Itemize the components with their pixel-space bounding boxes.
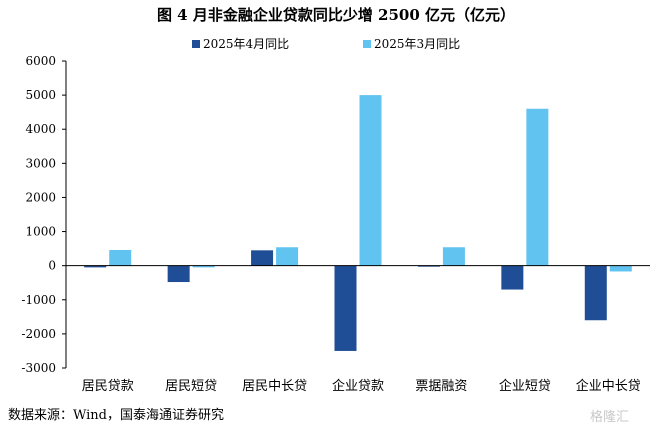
x-category-label: 企业贷款 — [332, 378, 384, 394]
bar-mar-2 — [276, 247, 299, 266]
y-tick-label: -2000 — [21, 327, 56, 341]
legend: 2025年4月同比 2025年3月同比 — [192, 37, 460, 51]
legend-label: 2025年4月同比 — [203, 37, 289, 51]
bar-mar-1 — [192, 265, 215, 268]
y-tick-label: 3000 — [25, 156, 56, 170]
bar-apr-4 — [417, 265, 440, 267]
x-category-label: 居民中长贷 — [242, 379, 307, 394]
watermark-logo: 格隆汇 — [590, 410, 630, 425]
y-tick-label: 0 — [48, 259, 56, 273]
bar-apr-2 — [251, 250, 274, 266]
y-tick-label: -3000 — [21, 361, 56, 375]
bar-mar-3 — [359, 95, 382, 266]
x-category-label: 企业中长贷 — [576, 378, 641, 394]
chart-title: 图 4 月非金融企业贷款同比少增 2500 亿元（亿元） — [156, 6, 516, 24]
legend-swatch — [363, 40, 371, 48]
x-category-label: 企业短贷 — [499, 378, 551, 394]
bar-apr-6 — [584, 265, 607, 321]
y-axis: -3000 -2000 -1000 0 1000 2000 3000 4000 5000 6000 — [21, 54, 67, 375]
bar-mar-6 — [609, 265, 632, 272]
bar-apr-5 — [501, 265, 524, 290]
x-axis: 居民贷款 居民短贷 居民中长贷 企业贷款 票据融资 企业短贷 企业中长贷 — [66, 265, 650, 394]
bar-apr-1 — [167, 265, 190, 283]
y-tick-label: 1000 — [25, 225, 56, 239]
bar-apr-0 — [84, 265, 107, 268]
source-note: 数据来源：Wind，国泰海通证券研究 — [8, 408, 224, 423]
bar-mar-0 — [109, 249, 132, 266]
y-tick-label: -1000 — [21, 293, 56, 307]
legend-label: 2025年3月同比 — [374, 37, 460, 51]
bar-mar-4 — [442, 247, 465, 266]
y-tick-label: 6000 — [25, 54, 56, 68]
y-tick-label: 5000 — [25, 88, 56, 102]
x-category-label: 居民贷款 — [82, 379, 134, 394]
bar-apr-3 — [334, 265, 357, 351]
legend-swatch — [192, 40, 200, 48]
bar-mar-5 — [526, 108, 549, 266]
y-tick-label: 2000 — [25, 190, 56, 204]
x-category-label: 居民短贷 — [165, 379, 217, 394]
bars — [84, 95, 632, 351]
y-tick-label: 4000 — [25, 122, 56, 136]
x-category-label: 票据融资 — [415, 379, 467, 394]
